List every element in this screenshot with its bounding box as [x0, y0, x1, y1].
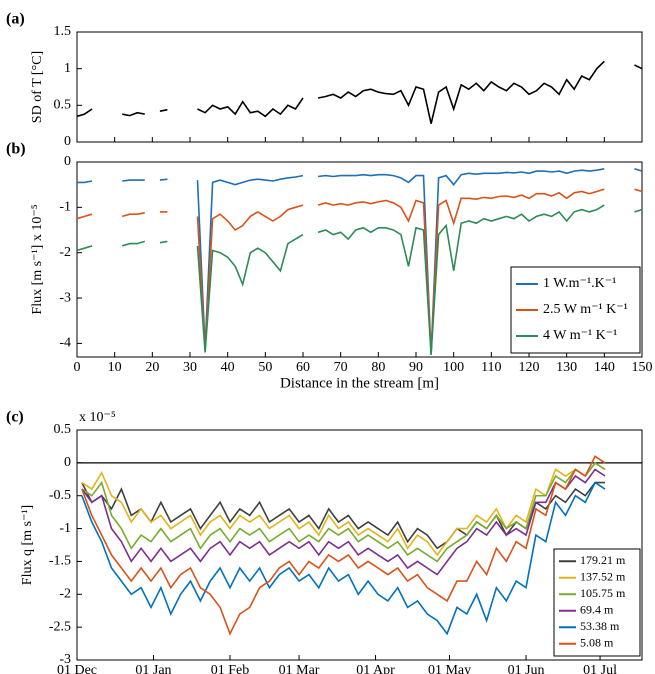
x-tick-label: 01 Feb: [211, 663, 250, 674]
series-line: [76, 60, 643, 124]
y-tick-label: -3: [59, 290, 71, 305]
y-tick-label: 0.5: [54, 422, 72, 437]
legend-box: [553, 548, 641, 657]
legend: 179.21 m 137.52 m 105.75 m 69.4 m 53.38 m 5.0…: [553, 548, 641, 657]
legend: 1 W.m⁻¹.K⁻¹ 2.5 W m⁻¹ K⁻¹ 4 W m⁻¹ K⁻¹: [510, 266, 641, 354]
series-line: [81, 455, 606, 636]
legend-label: 179.21 m: [580, 553, 626, 567]
x-tick-label: 30: [183, 360, 197, 375]
x-tick-label: 50: [258, 360, 272, 375]
y-tick-label: -1: [59, 521, 71, 536]
y-axis-label: Flux q [m s⁻¹]: [20, 505, 35, 585]
x-tick-label: 01 Dec: [57, 663, 97, 674]
y-tick-label: 1.5: [54, 24, 72, 39]
panel-label: (b): [6, 141, 26, 158]
plot-area: [76, 31, 643, 143]
plot-area: [76, 429, 643, 661]
x-axis-label: Distance in the stream [m]: [280, 375, 439, 391]
legend-label: 53.38 m: [580, 619, 620, 633]
series-line: [77, 168, 643, 355]
x-tick-label: 20: [145, 360, 159, 375]
x-tick-label: 01 Apr: [356, 663, 395, 674]
x-tick-label: 110: [481, 360, 501, 375]
x-tick-label: 40: [221, 360, 235, 375]
series-line: [81, 461, 606, 557]
x-tick-label: 70: [334, 360, 348, 375]
series-line: [81, 468, 606, 576]
x-tick-label: 01 Mar: [279, 663, 320, 674]
y-axis-label: Flux [m s⁻¹] x 10⁻⁵: [30, 204, 45, 314]
y-tick-label: -4: [59, 336, 71, 351]
y-tick-label: -1: [59, 200, 71, 215]
y-tick-label: 1: [64, 61, 71, 76]
y-axis-label: SD of T [°C]: [30, 51, 45, 123]
x-tick-label: 60: [296, 360, 310, 375]
x-tick-label: 0: [74, 360, 81, 375]
x-tick-label: 120: [519, 360, 540, 375]
series-line: [76, 188, 643, 353]
y-tick-label: 0: [64, 134, 71, 149]
series-line: [81, 481, 606, 636]
y-tick-label: -1.5: [49, 554, 71, 569]
legend-label: 137.52 m: [580, 570, 626, 584]
legend-label: 105.75 m: [580, 586, 626, 600]
y-tick-label: -2: [59, 245, 71, 260]
x-tick-label: 80: [371, 360, 385, 375]
x-tick-label: 10: [108, 360, 122, 375]
y-tick-label: -2: [59, 587, 71, 602]
x-tick-label: 140: [594, 360, 615, 375]
series-line: [81, 461, 606, 563]
x-tick-label: 150: [632, 360, 653, 375]
x-tick-label: 01 May: [428, 663, 471, 674]
x-tick-label: 130: [556, 360, 577, 375]
y-tick-label: 0: [64, 455, 71, 470]
x-tick-label: 01 Jul: [583, 663, 617, 674]
legend-label: 4 W m⁻¹ K⁻¹: [543, 328, 617, 343]
legend-label: 5.08 m: [580, 636, 614, 650]
plot-area: [76, 161, 643, 358]
series-line: [76, 204, 643, 355]
y-tick-label: -3: [59, 652, 71, 667]
y-tick-label: -0.5: [49, 488, 71, 503]
x-tick-label: 01 Jan: [135, 663, 171, 674]
x-tick-label: 100: [443, 360, 464, 375]
legend-label: 1 W.m⁻¹.K⁻¹: [543, 276, 616, 291]
y-exponent: x 10⁻⁵: [79, 410, 116, 425]
x-tick-label: 01 Jun: [508, 663, 545, 674]
panel-label: (a): [6, 11, 25, 28]
y-tick-label: -2.5: [49, 619, 71, 634]
legend-label: 69.4 m: [580, 603, 614, 617]
y-tick-label: 0: [64, 154, 71, 169]
panel-label: (c): [6, 409, 24, 426]
legend-label: 2.5 W m⁻¹ K⁻¹: [543, 302, 628, 317]
x-tick-label: 90: [409, 360, 423, 375]
y-tick-label: 0.5: [54, 98, 72, 113]
